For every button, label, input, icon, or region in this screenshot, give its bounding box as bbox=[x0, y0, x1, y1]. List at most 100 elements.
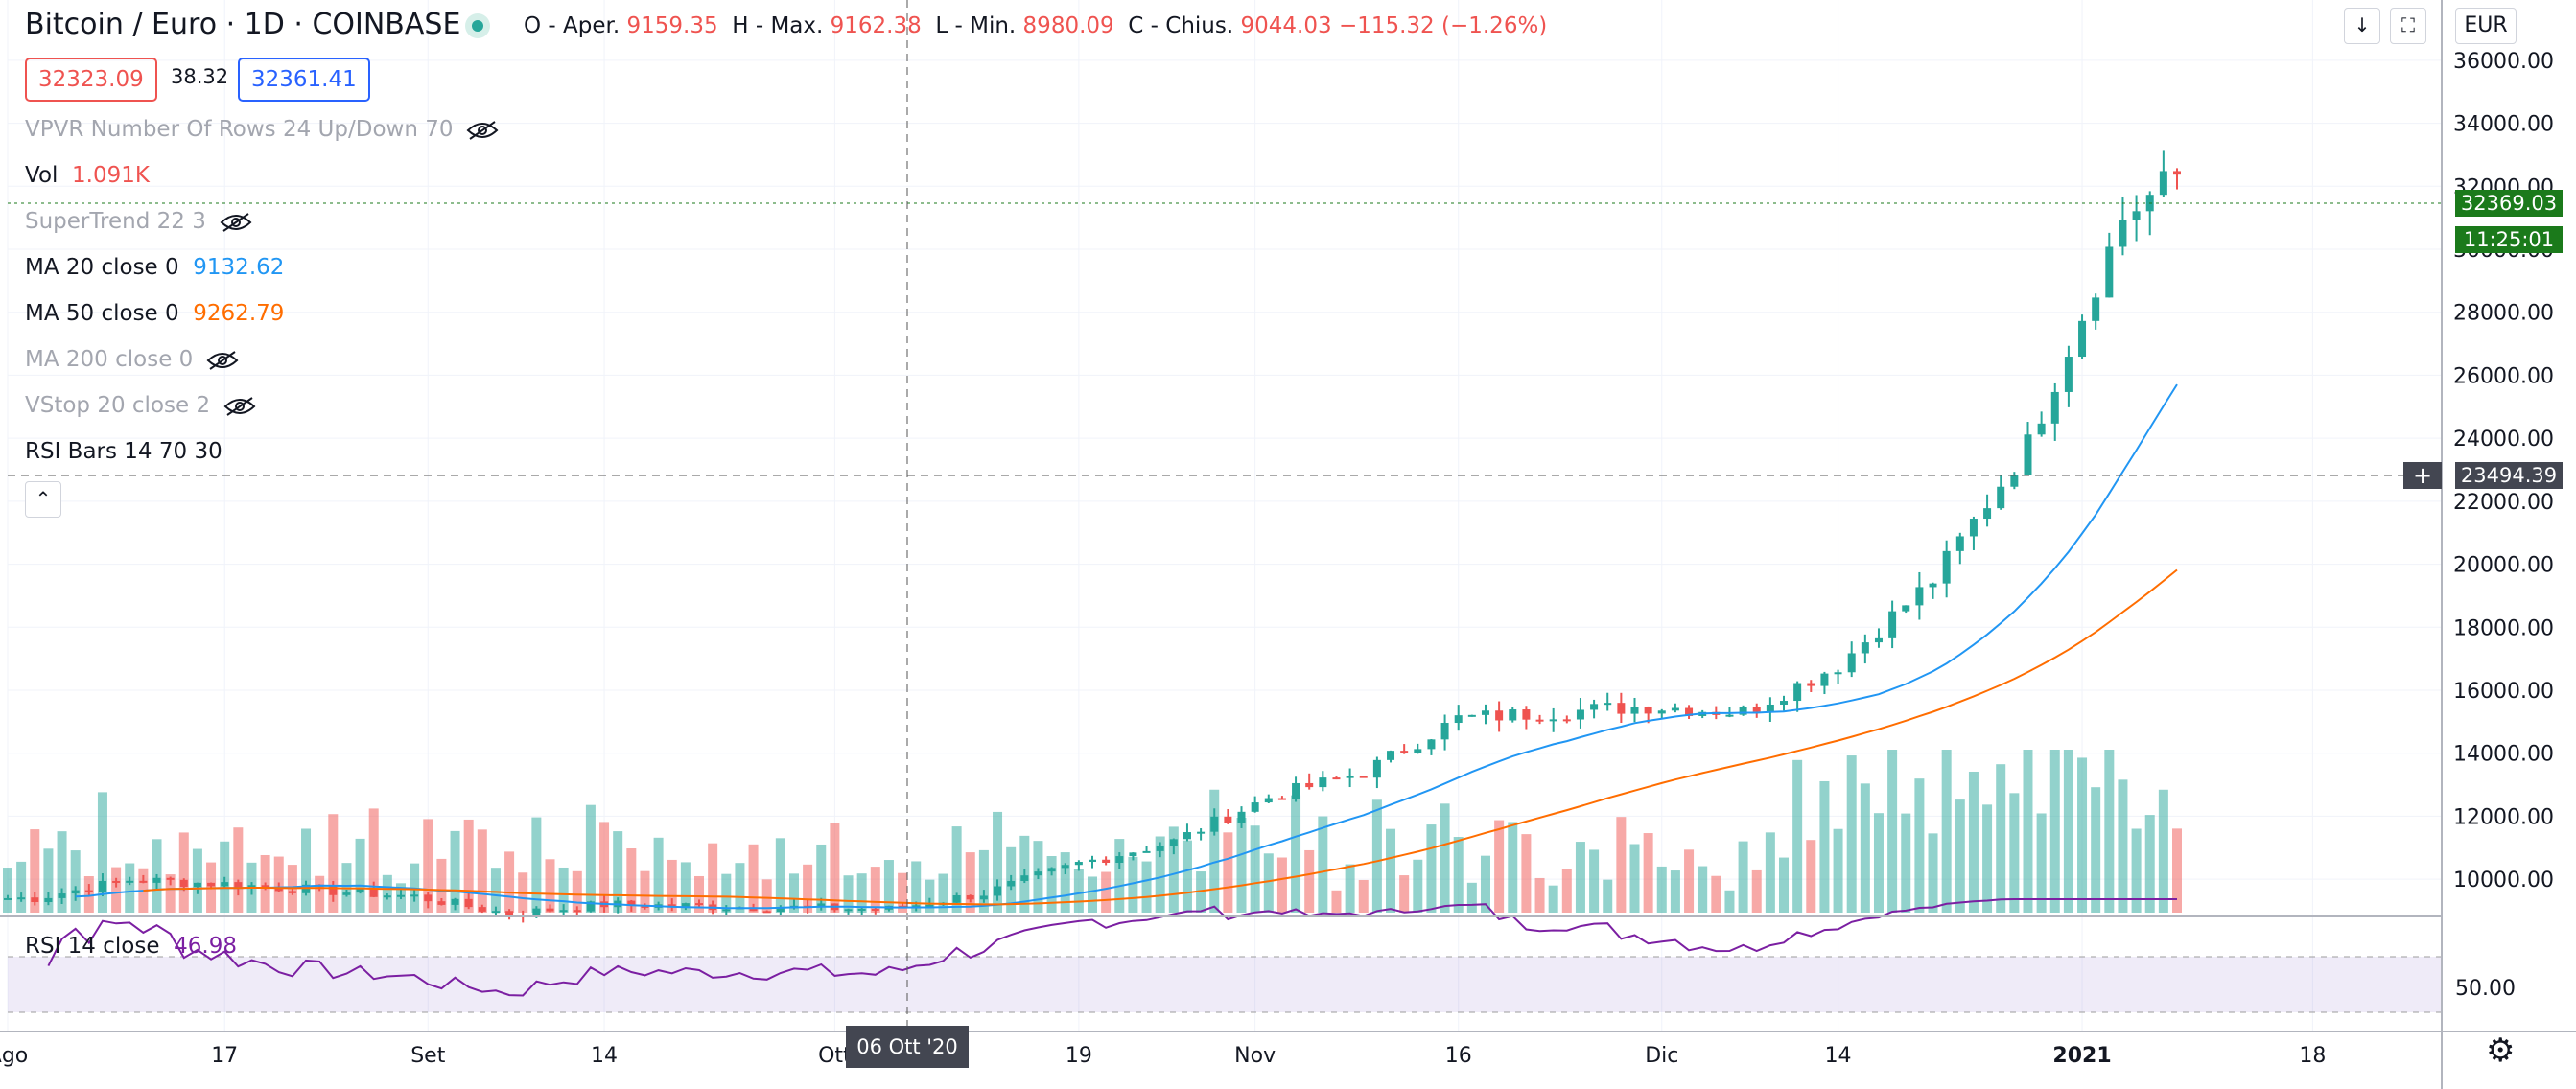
candle-body bbox=[1793, 683, 1802, 702]
time-tick-label: 14 bbox=[1825, 1044, 1852, 1068]
volume-bar bbox=[1603, 879, 1613, 913]
close-label: C - Chius. bbox=[1128, 13, 1234, 38]
scroll-to-latest-button[interactable]: ↓ bbox=[2344, 8, 2380, 44]
volume-bar bbox=[1276, 857, 1287, 913]
legend-vol-label: Vol bbox=[25, 163, 59, 188]
volume-bar bbox=[911, 861, 922, 913]
legend-ma50-value: 9262.79 bbox=[193, 301, 285, 326]
volume-bar bbox=[2063, 750, 2073, 913]
legend-vol[interactable]: Vol 1.091K bbox=[25, 163, 150, 188]
volume-bar bbox=[1616, 817, 1627, 913]
volume-bar bbox=[2036, 813, 2047, 913]
candle-body bbox=[1224, 816, 1232, 823]
legend-ma50[interactable]: MA 50 close 0 9262.79 bbox=[25, 301, 284, 326]
candle-body bbox=[71, 890, 80, 894]
volume-bar bbox=[1155, 836, 1165, 913]
volume-bar bbox=[504, 851, 515, 913]
legend-ma200[interactable]: MA 200 close 0 bbox=[25, 347, 239, 372]
legend-supertrend[interactable]: SuperTrend 22 3 bbox=[25, 209, 252, 234]
candle-body bbox=[1969, 519, 1978, 537]
volume-bar bbox=[1819, 780, 1830, 913]
volume-bar bbox=[1426, 824, 1437, 913]
volume-bar bbox=[938, 873, 948, 913]
legend-ma20[interactable]: MA 20 close 0 9132.62 bbox=[25, 255, 284, 280]
volume-bars bbox=[3, 750, 2182, 913]
candle-body bbox=[2078, 320, 2087, 358]
volume-bar bbox=[1846, 755, 1857, 913]
eye-hidden-icon[interactable] bbox=[206, 350, 239, 371]
candle-body bbox=[627, 900, 636, 906]
volume-bar bbox=[1521, 834, 1532, 913]
volume-bar bbox=[816, 844, 827, 913]
candle-body bbox=[1047, 868, 1056, 872]
volume-bar bbox=[301, 828, 312, 913]
candle-body bbox=[478, 907, 486, 912]
legend-rsi[interactable]: RSI 14 close 46.98 bbox=[25, 934, 237, 959]
settings-gear-icon[interactable]: ⚙ bbox=[2486, 1031, 2516, 1070]
eye-hidden-icon[interactable] bbox=[223, 396, 256, 417]
legend-rsi-label: RSI 14 close bbox=[25, 934, 160, 959]
time-axis[interactable]: Ago17Set14Ott19Nov16Dic14202118 bbox=[0, 1044, 2326, 1068]
candle-body bbox=[749, 907, 758, 912]
volume-bar bbox=[1358, 879, 1369, 913]
candle-body bbox=[1115, 856, 1124, 863]
volume-bar bbox=[328, 814, 339, 913]
legend-ma200-label: MA 200 close 0 bbox=[25, 347, 194, 372]
candle-body bbox=[1440, 723, 1449, 740]
fullscreen-button[interactable]: ⛶ bbox=[2390, 8, 2426, 44]
volume-bar bbox=[1236, 818, 1247, 913]
high-label: H - Max. bbox=[732, 13, 824, 38]
volume-bar bbox=[1968, 771, 1979, 913]
plus-icon: + bbox=[2412, 462, 2433, 489]
volume-bar bbox=[368, 808, 379, 913]
volume-bar bbox=[1331, 890, 1342, 913]
volume-bar bbox=[1141, 861, 1152, 913]
volume-bar bbox=[788, 873, 799, 913]
candle-body bbox=[329, 885, 338, 895]
bid-price-button[interactable]: 32323.09 bbox=[25, 58, 157, 102]
candle-body bbox=[1169, 839, 1178, 846]
volume-bar bbox=[178, 832, 189, 913]
eye-hidden-icon[interactable] bbox=[466, 120, 499, 141]
candle-body bbox=[288, 891, 296, 893]
collapse-legend-button[interactable]: ⌃ bbox=[25, 481, 61, 518]
volume-bar bbox=[883, 860, 894, 913]
volume-bar bbox=[1914, 778, 1925, 913]
legend-vpvr[interactable]: VPVR Number Of Rows 24 Up/Down 70 bbox=[25, 117, 499, 142]
volume-bar bbox=[355, 838, 365, 913]
candle-body bbox=[2173, 171, 2181, 175]
candle-body bbox=[1671, 707, 1679, 711]
volume-bar bbox=[667, 859, 677, 913]
volume-bar bbox=[2091, 787, 2101, 913]
volume-bar bbox=[626, 848, 637, 913]
candle-body bbox=[817, 903, 826, 907]
candle-body bbox=[1142, 850, 1151, 853]
candle-body bbox=[410, 894, 419, 897]
symbol-title[interactable]: Bitcoin / Euro · 1D · COINBASE bbox=[25, 8, 461, 41]
high-value: 9162.38 bbox=[830, 13, 922, 38]
candle-body bbox=[1061, 865, 1069, 869]
legend-vstop[interactable]: VStop 20 close 2 bbox=[25, 393, 256, 418]
candle-body bbox=[58, 893, 66, 898]
ask-price-button[interactable]: 32361.41 bbox=[238, 58, 370, 102]
candle-body bbox=[1929, 583, 1937, 588]
candle-body bbox=[31, 897, 39, 903]
volume-bar bbox=[192, 848, 202, 913]
currency-label[interactable]: EUR bbox=[2455, 8, 2517, 44]
candle-body bbox=[1739, 707, 1747, 715]
candle-body bbox=[1387, 751, 1395, 760]
price-tick-label: 34000.00 bbox=[2453, 113, 2554, 137]
eye-hidden-icon[interactable] bbox=[220, 212, 252, 233]
add-alert-button[interactable]: + bbox=[2403, 462, 2442, 489]
volume-bar bbox=[1453, 837, 1464, 913]
volume-bar bbox=[1887, 750, 1898, 913]
candle-body bbox=[1237, 811, 1246, 823]
candle-body bbox=[1549, 719, 1557, 722]
legend-rsi-bars[interactable]: RSI Bars 14 70 30 bbox=[25, 439, 222, 464]
candle-body bbox=[1277, 798, 1286, 800]
volume-bar bbox=[30, 829, 40, 913]
volume-bar bbox=[531, 817, 542, 913]
candle-body bbox=[1156, 846, 1164, 851]
candle-body bbox=[1874, 637, 1883, 643]
